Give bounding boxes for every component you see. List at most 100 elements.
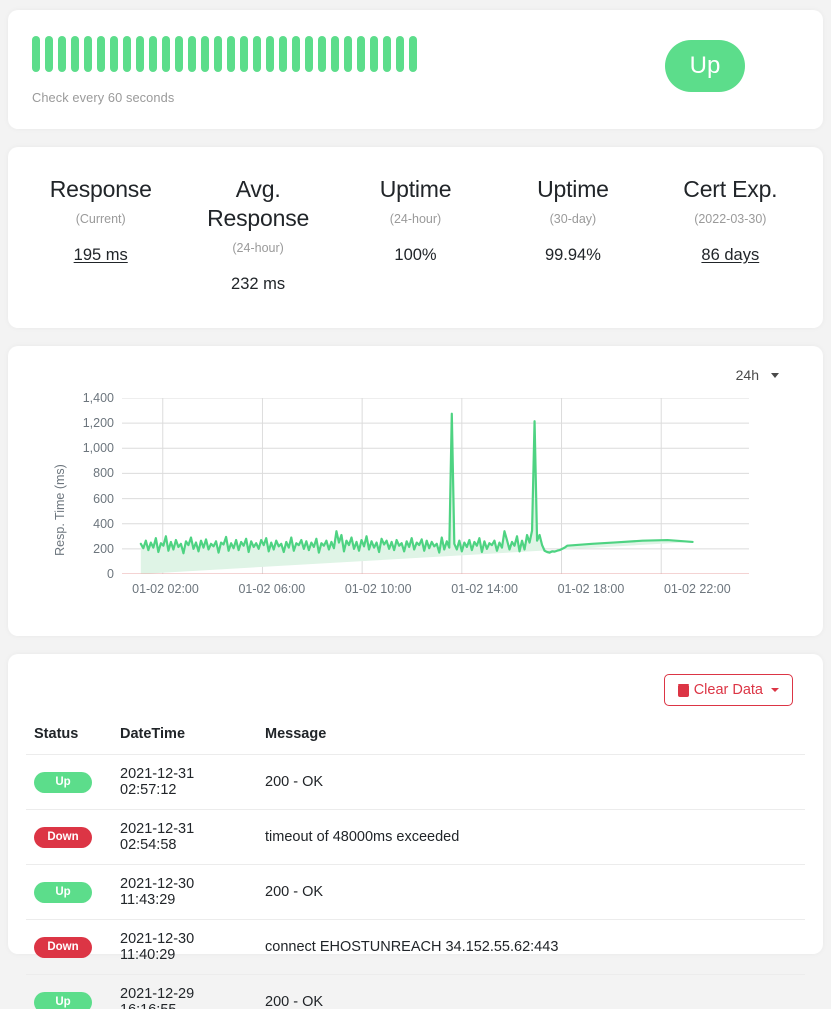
heartbeat-tick[interactable] — [305, 36, 313, 72]
chart-y-axis-label: Resp. Time (ms) — [53, 464, 67, 556]
heartbeat-bar[interactable] — [32, 32, 665, 74]
events-table: Status DateTime Message Up 2021-12-31 02:… — [26, 720, 805, 1009]
cell-datetime: 2021-12-31 02:54:58 — [112, 809, 257, 865]
heartbeat-left: Check every 60 seconds — [32, 32, 665, 105]
stat-value: 195 ms — [73, 245, 128, 264]
table-row: Up 2021-12-31 02:57:12 200 - OK — [26, 754, 805, 810]
heartbeat-tick[interactable] — [175, 36, 183, 72]
events-toolbar: Clear Data — [26, 674, 805, 706]
column-header-status: Status — [34, 726, 79, 742]
heartbeat-tick[interactable] — [227, 36, 235, 72]
heartbeat-tick[interactable] — [396, 36, 404, 72]
heartbeat-tick[interactable] — [214, 36, 222, 72]
cell-datetime: 2021-12-30 11:43:29 — [112, 864, 257, 920]
chart-toolbar: 24h — [24, 360, 807, 390]
heartbeat-tick[interactable] — [97, 36, 105, 72]
table-row: Up 2021-12-29 16:16:55200 - OK — [26, 974, 805, 1009]
heartbeat-tick[interactable] — [344, 36, 352, 72]
chart-svg — [122, 398, 749, 574]
stat-title: Uptime — [379, 176, 452, 202]
heartbeat-tick[interactable] — [123, 36, 131, 72]
status-badge: Up — [665, 40, 745, 92]
chart-y-axis-ticks: 1,400 1,200 1,000 800 600 400 200 0 — [76, 390, 114, 581]
status-badge: Up — [34, 881, 92, 903]
heartbeat-tick[interactable] — [201, 36, 209, 72]
response-time-chart: Resp. Time (ms) 1,400 1,200 1,000 800 600 400… — [24, 390, 807, 620]
cell-datetime: 2021-12-29 16:16:55 — [112, 974, 257, 1009]
status-badge: Up — [34, 771, 92, 793]
cell-status: Up — [26, 974, 112, 1009]
stat-item: Response (Current) 195 ms — [22, 175, 179, 328]
cell-status: Down — [26, 919, 112, 975]
status-badge: Down — [34, 936, 92, 958]
cell-message: 200 - OK — [257, 754, 805, 810]
stat-item: Uptime (30-day) 99.94% — [494, 175, 651, 328]
chart-range-select[interactable]: 24h — [732, 365, 783, 385]
table-row: Up 2021-12-30 11:43:29 200 - OK — [26, 864, 805, 920]
stat-title: Uptime — [537, 176, 609, 202]
clear-data-button[interactable]: Clear Data — [663, 674, 793, 706]
heartbeat-tick[interactable] — [240, 36, 248, 72]
heartbeat-tick[interactable] — [292, 36, 300, 72]
heartbeat-tick[interactable] — [32, 36, 40, 72]
trash-icon — [677, 683, 689, 697]
heartbeat-card: Check every 60 seconds Up — [8, 10, 823, 129]
stat-value: 99.94% — [544, 245, 601, 264]
cell-datetime: 2021-12-30 11:40:29 — [112, 919, 257, 975]
heartbeat-tick[interactable] — [188, 36, 196, 72]
heartbeat-tick[interactable] — [45, 36, 53, 72]
events-table-body: Up 2021-12-31 02:57:12 200 - OK Down 2021-12… — [26, 754, 805, 1009]
cell-status: Up — [26, 754, 112, 810]
heartbeat-tick[interactable] — [409, 36, 417, 72]
heartbeat-tick[interactable] — [253, 36, 261, 72]
heartbeat-tick[interactable] — [58, 36, 66, 72]
clear-data-label: Clear Data — [693, 682, 763, 698]
x-axis-tick-label: 01-02 06:00 — [238, 582, 306, 596]
y-axis-tick-label: 1,400 — [82, 391, 114, 405]
y-axis-tick-label: 600 — [93, 491, 114, 506]
chevron-down-icon — [771, 688, 779, 692]
heartbeat-tick[interactable] — [84, 36, 92, 72]
stat-subtitle: (24-hour) — [232, 240, 284, 255]
heartbeat-tick[interactable] — [149, 36, 157, 72]
stat-item: Uptime (24-hour) 100% — [337, 175, 494, 328]
events-card: Clear Data Status DateTime Message Up 202… — [8, 654, 823, 1009]
chart-area-fill — [140, 413, 693, 574]
cell-datetime: 2021-12-31 02:57:12 — [112, 754, 257, 810]
status-badge: Up — [34, 991, 92, 1009]
y-axis-tick-label: 0 — [107, 567, 114, 581]
heartbeat-tick[interactable] — [370, 36, 378, 72]
chart-line-series — [141, 414, 693, 554]
table-header-row: Status DateTime Message — [26, 720, 805, 755]
status-badge: Down — [34, 826, 92, 848]
stat-item: Cert Exp. (2022-03-30) 86 days — [652, 175, 809, 328]
column-header-message: Message — [265, 726, 327, 742]
chart-range-value: 24h — [735, 367, 759, 383]
chart-plot-area — [122, 398, 749, 574]
stat-title: Cert Exp. — [683, 176, 778, 202]
column-header-datetime: DateTime — [120, 726, 186, 742]
heartbeat-tick[interactable] — [331, 36, 339, 72]
heartbeat-tick[interactable] — [383, 36, 391, 72]
chart-x-axis-ticks: 01-02 02:00 01-02 06:00 01-02 10:00 01-02 1… — [122, 582, 791, 602]
check-interval-text: Check every 60 seconds — [32, 90, 175, 105]
heartbeat-tick[interactable] — [279, 36, 287, 72]
chevron-down-icon — [771, 372, 779, 378]
heartbeat-tick[interactable] — [136, 36, 144, 72]
stat-item: Avg. Response (24-hour) 232 ms — [179, 175, 336, 328]
stat-subtitle: (Current) — [75, 211, 126, 226]
cell-message: connect EHOSTUNREACH 34.152.55.62:443 — [257, 919, 805, 975]
cell-message: timeout of 48000ms exceeded — [257, 809, 805, 865]
heartbeat-tick[interactable] — [318, 36, 326, 72]
heartbeat-tick[interactable] — [266, 36, 274, 72]
y-axis-tick-label: 1,000 — [82, 441, 114, 456]
stats-card: Response (Current) 195 ms Avg. Response (24-… — [8, 147, 823, 328]
chart-card: 24h Resp. Time (ms) 1,400 1,200 1,000 800 60… — [8, 346, 823, 636]
stat-subtitle: (24-hour) — [389, 211, 442, 226]
heartbeat-tick[interactable] — [162, 36, 170, 72]
heartbeat-tick[interactable] — [110, 36, 118, 72]
heartbeat-tick[interactable] — [71, 36, 79, 72]
cell-status: Down — [26, 809, 112, 865]
heartbeat-tick[interactable] — [357, 36, 365, 72]
